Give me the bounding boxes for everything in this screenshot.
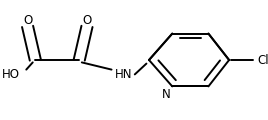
Text: O: O — [23, 14, 32, 27]
Text: O: O — [82, 14, 92, 27]
Text: N: N — [161, 88, 170, 101]
Text: HO: HO — [2, 68, 20, 81]
Text: Cl: Cl — [257, 54, 268, 66]
Text: HN: HN — [114, 68, 132, 81]
